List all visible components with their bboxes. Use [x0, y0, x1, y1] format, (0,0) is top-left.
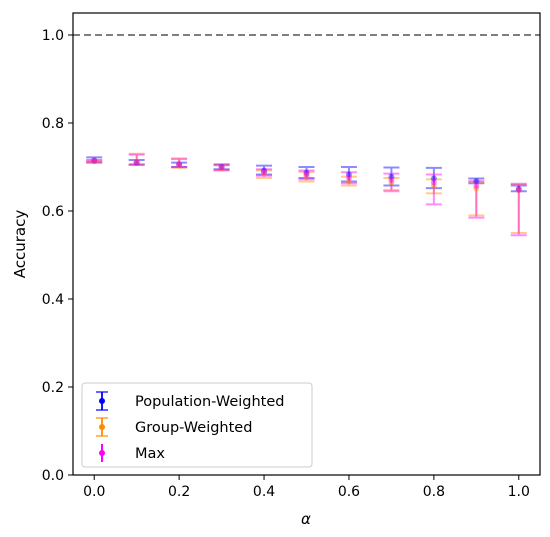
data-point: [261, 169, 268, 176]
data-point: [430, 182, 437, 189]
x-tick-label: 0.6: [338, 484, 360, 500]
data-point: [303, 173, 310, 180]
data-point: [388, 176, 395, 183]
data-point: [176, 161, 183, 168]
errorbar: [298, 170, 315, 183]
y-tick-label: 0.2: [42, 380, 64, 396]
errorbar: [256, 168, 273, 177]
errorbar: [213, 164, 230, 172]
errorbar: [383, 166, 400, 187]
data-point: [473, 182, 480, 189]
plot-frame: [72, 12, 541, 476]
errorbar: [171, 161, 188, 168]
data-point: [261, 167, 268, 174]
data-point: [133, 159, 140, 166]
data-point: [218, 164, 225, 171]
errorbar: [340, 166, 357, 183]
data-point: [133, 158, 140, 165]
y-tick-label: 1.0: [42, 28, 64, 44]
errorbar: [425, 166, 442, 190]
y-tick-label: 0.8: [42, 116, 64, 132]
errorbar: [298, 166, 315, 179]
x-tick-label: 0.8: [423, 484, 445, 500]
errorbar: [340, 175, 357, 187]
data-point: [388, 179, 395, 186]
errorbar: [86, 156, 103, 164]
legend-marker-dot: [99, 450, 105, 456]
data-point: [91, 158, 98, 165]
data-point: [345, 174, 352, 181]
legend-label: Population-Weighted: [135, 394, 284, 410]
errorbar: [383, 172, 400, 193]
errorbar: [256, 169, 273, 179]
errorbar: [86, 159, 103, 164]
errorbar: [383, 177, 400, 191]
errorbar: [128, 158, 145, 166]
errorbar: [425, 178, 442, 195]
legend-label: Group-Weighted: [135, 420, 252, 436]
data-point: [303, 171, 310, 178]
errorbar: [213, 163, 230, 171]
x-axis-label: α: [301, 510, 311, 528]
errorbar: [468, 181, 485, 217]
x-tick-label: 0.4: [253, 484, 275, 500]
errorbar: [425, 173, 442, 206]
data-point: [303, 169, 310, 176]
legend: Population-Weighted Group-Weighted Max: [81, 382, 313, 468]
legend-marker-dot: [99, 424, 105, 430]
data-point: [218, 164, 225, 171]
errorbar: [340, 171, 357, 185]
data-point: [345, 171, 352, 178]
data-point: [515, 186, 522, 192]
errorbar: [510, 182, 527, 237]
data-point: [176, 161, 183, 168]
data-point: [91, 157, 98, 164]
errorbar: [171, 157, 188, 169]
data-point: [473, 185, 480, 192]
errorbar: [510, 183, 527, 234]
data-point: [133, 159, 140, 166]
legend-marker-dot: [99, 398, 105, 404]
errorbar: [128, 153, 145, 166]
data-point: [430, 179, 437, 186]
data-point: [91, 157, 98, 164]
errorbar: [213, 163, 230, 172]
errorbar: [86, 158, 103, 163]
legend-box: [81, 382, 313, 468]
errorbar: [468, 177, 485, 185]
data-point: [430, 175, 437, 182]
legend-label: Max: [135, 446, 165, 462]
data-point: [176, 161, 183, 168]
errorbar: [468, 180, 485, 219]
errorbar: [298, 169, 315, 181]
data-point: [515, 186, 522, 193]
errorbar: [256, 164, 273, 176]
y-tick-label: 0.4: [42, 292, 64, 308]
data-point: [261, 170, 268, 177]
data-point: [388, 173, 395, 180]
errorbar: [128, 152, 145, 166]
x-tick-label: 0.0: [83, 484, 105, 500]
data-point: [515, 187, 522, 194]
x-tick-label: 1.0: [508, 484, 530, 500]
y-axis-label: Accuracy: [11, 210, 29, 279]
data-point: [345, 178, 352, 185]
x-tick-label: 0.2: [168, 484, 190, 500]
y-tick-label: 0.0: [42, 468, 64, 484]
errorbar: [171, 158, 188, 168]
y-tick-label: 0.6: [42, 204, 64, 220]
data-point: [473, 178, 480, 185]
data-point: [218, 164, 225, 170]
errorbar: [510, 184, 527, 193]
